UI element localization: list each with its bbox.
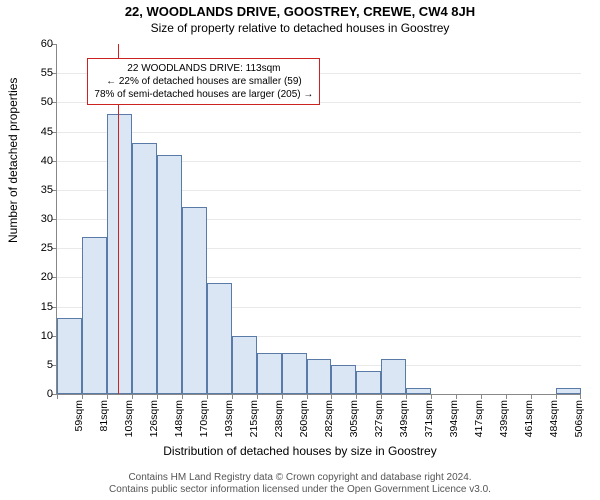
x-tick-label: 484sqm xyxy=(548,400,560,437)
histogram-bar xyxy=(182,207,207,394)
x-tick-mark xyxy=(182,394,183,399)
y-tick-label: 5 xyxy=(29,359,53,371)
histogram-bar xyxy=(157,155,182,394)
x-tick-mark xyxy=(282,394,283,399)
plot-area: 05101520253035404550556059sqm81sqm103sqm… xyxy=(56,44,581,395)
x-tick-mark xyxy=(556,394,557,399)
x-tick-mark xyxy=(331,394,332,399)
x-tick-label: 394sqm xyxy=(448,400,460,437)
y-tick-label: 20 xyxy=(29,271,53,283)
x-tick-label: 238sqm xyxy=(273,400,285,437)
footer-line-2: Contains public sector information licen… xyxy=(0,484,600,496)
x-tick-mark xyxy=(232,394,233,399)
callout-line: ← 22% of detached houses are smaller (59… xyxy=(94,75,313,88)
x-tick-mark xyxy=(207,394,208,399)
x-tick-label: 417sqm xyxy=(473,400,485,437)
histogram-bar xyxy=(82,237,107,395)
histogram-bar xyxy=(232,336,257,394)
x-tick-label: 193sqm xyxy=(223,400,235,437)
y-tick-label: 60 xyxy=(29,38,53,50)
y-tick-label: 0 xyxy=(29,388,53,400)
x-tick-mark xyxy=(57,394,58,399)
x-tick-mark xyxy=(456,394,457,399)
x-tick-mark xyxy=(82,394,83,399)
chart-titles: 22, WOODLANDS DRIVE, GOOSTREY, CREWE, CW… xyxy=(0,4,600,35)
footer-line-1: Contains HM Land Registry data © Crown c… xyxy=(0,472,600,484)
x-tick-mark xyxy=(307,394,308,399)
x-tick-label: 506sqm xyxy=(573,400,585,437)
title-line-1: 22, WOODLANDS DRIVE, GOOSTREY, CREWE, CW… xyxy=(0,4,600,19)
y-tick-label: 40 xyxy=(29,155,53,167)
y-axis-label: Number of detached properties xyxy=(6,78,20,243)
property-callout: 22 WOODLANDS DRIVE: 113sqm← 22% of detac… xyxy=(87,58,320,105)
x-tick-label: 371sqm xyxy=(423,400,435,437)
histogram-bar xyxy=(356,371,381,394)
histogram-bar xyxy=(257,353,282,394)
histogram-bar xyxy=(307,359,332,394)
x-tick-label: 305sqm xyxy=(348,400,360,437)
y-tick-label: 35 xyxy=(29,184,53,196)
x-tick-mark xyxy=(132,394,133,399)
gridline xyxy=(57,132,581,133)
x-tick-label: 148sqm xyxy=(173,400,185,437)
y-tick-label: 45 xyxy=(29,126,53,138)
x-tick-mark xyxy=(580,394,581,399)
x-tick-mark xyxy=(531,394,532,399)
x-tick-mark xyxy=(406,394,407,399)
callout-line: 78% of semi-detached houses are larger (… xyxy=(94,88,313,101)
x-axis-label: Distribution of detached houses by size … xyxy=(0,444,600,458)
histogram-bar xyxy=(381,359,406,394)
chart-footer: Contains HM Land Registry data © Crown c… xyxy=(0,472,600,496)
histogram-bar xyxy=(406,388,431,394)
histogram-bar xyxy=(282,353,307,394)
x-tick-label: 103sqm xyxy=(123,400,135,437)
x-tick-label: 439sqm xyxy=(498,400,510,437)
title-line-2: Size of property relative to detached ho… xyxy=(0,21,600,35)
x-tick-mark xyxy=(107,394,108,399)
histogram-bar xyxy=(57,318,82,394)
y-tick-label: 30 xyxy=(29,213,53,225)
callout-line: 22 WOODLANDS DRIVE: 113sqm xyxy=(94,62,313,75)
histogram-bar xyxy=(207,283,232,394)
y-tick-label: 15 xyxy=(29,301,53,313)
x-tick-mark xyxy=(431,394,432,399)
y-tick-label: 10 xyxy=(29,330,53,342)
x-tick-label: 81sqm xyxy=(98,400,110,432)
x-tick-label: 126sqm xyxy=(148,400,160,437)
x-tick-label: 282sqm xyxy=(323,400,335,437)
x-tick-label: 170sqm xyxy=(198,400,210,437)
histogram-bar xyxy=(331,365,356,394)
y-tick-label: 25 xyxy=(29,242,53,254)
x-tick-mark xyxy=(381,394,382,399)
chart-container: 22, WOODLANDS DRIVE, GOOSTREY, CREWE, CW… xyxy=(0,0,600,500)
histogram-bar xyxy=(107,114,132,394)
x-tick-mark xyxy=(356,394,357,399)
x-tick-label: 327sqm xyxy=(373,400,385,437)
x-tick-label: 59sqm xyxy=(73,400,85,432)
x-tick-mark xyxy=(481,394,482,399)
x-tick-mark xyxy=(257,394,258,399)
x-tick-mark xyxy=(506,394,507,399)
y-tick-label: 55 xyxy=(29,67,53,79)
x-tick-label: 349sqm xyxy=(398,400,410,437)
x-tick-label: 215sqm xyxy=(248,400,260,437)
x-tick-label: 260sqm xyxy=(298,400,310,437)
histogram-bar xyxy=(556,388,581,394)
x-tick-label: 461sqm xyxy=(523,400,535,437)
x-tick-mark xyxy=(157,394,158,399)
histogram-bar xyxy=(132,143,157,394)
y-tick-label: 50 xyxy=(29,96,53,108)
